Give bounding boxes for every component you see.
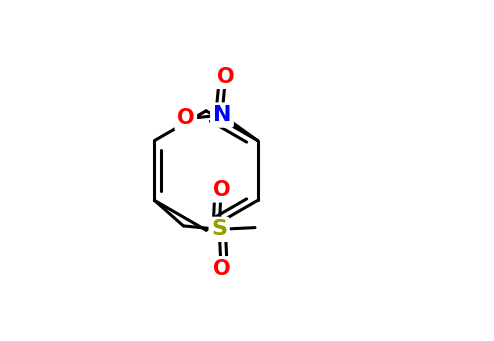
- Text: O: O: [213, 258, 230, 279]
- Text: O: O: [177, 108, 195, 129]
- Text: O: O: [216, 66, 234, 87]
- Text: O: O: [213, 180, 230, 200]
- Text: N: N: [213, 105, 231, 125]
- Text: S: S: [211, 219, 227, 239]
